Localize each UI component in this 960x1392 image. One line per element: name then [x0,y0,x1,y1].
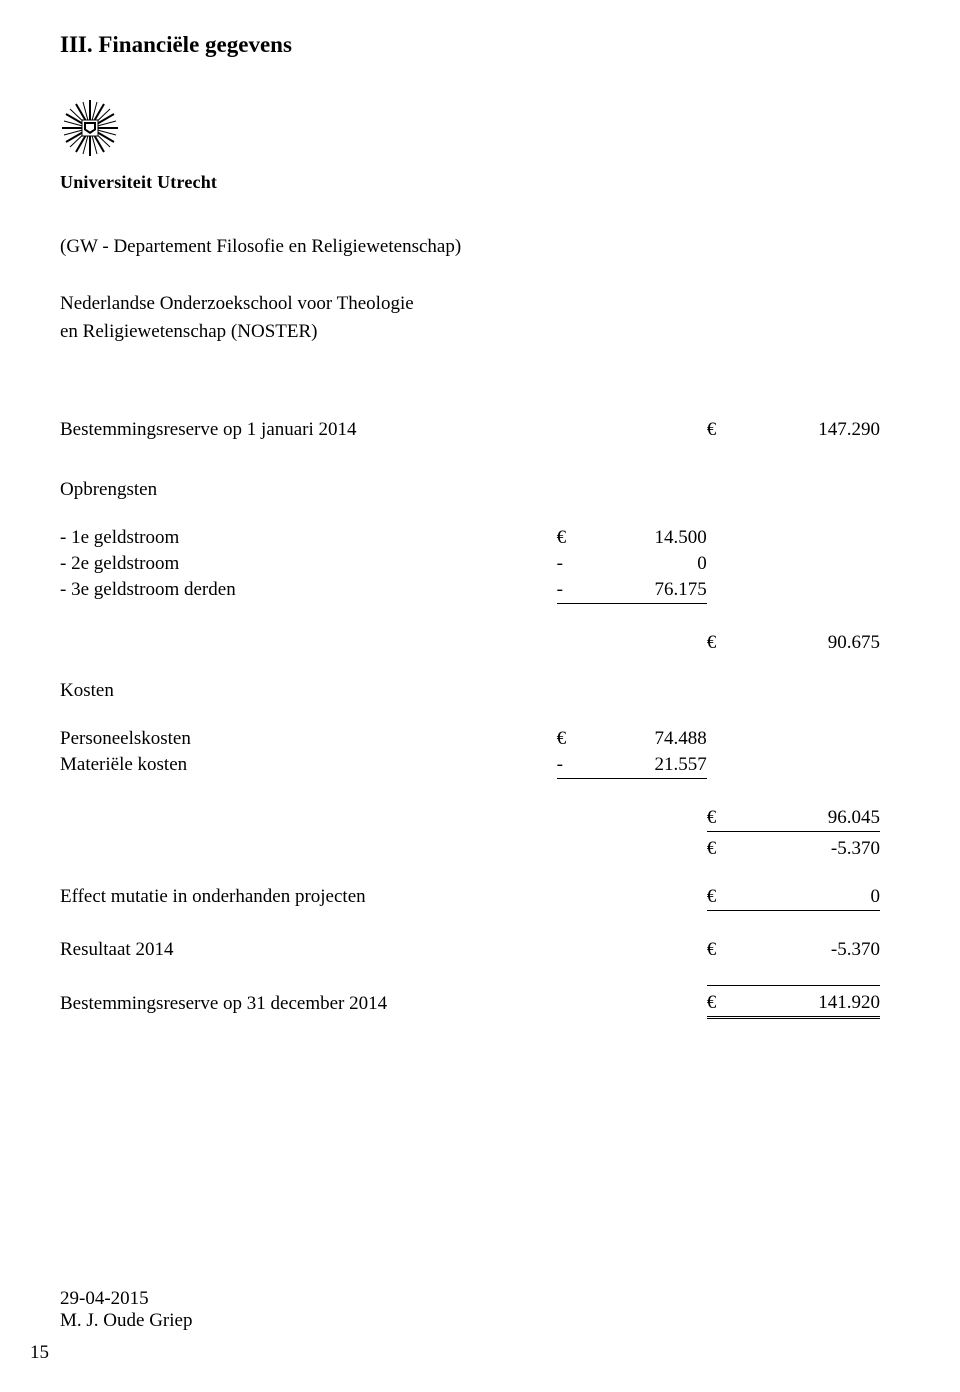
effect-label: Effect mutatie in onderhanden projecten [60,884,557,911]
opbrengsten-row: - 3e geldstroom derden - 76.175 [60,577,880,604]
financial-table: Bestemmingsreserve op 1 januari 2014 € 1… [60,417,880,1023]
reserve-start-row: Bestemmingsreserve op 1 januari 2014 € 1… [60,417,880,443]
row-value: 14.500 [603,525,707,551]
kosten-heading: Kosten [60,678,557,704]
row-label: Materiële kosten [60,752,557,779]
resultaat-label: Resultaat 2014 [60,937,557,963]
reserve-start-value: 147.290 [753,417,880,443]
footer: 29-04-2015 M. J. Oude Griep [60,1288,192,1332]
kosten-row: Personeelskosten € 74.488 [60,726,880,752]
opbrengsten-row: - 2e geldstroom - 0 [60,551,880,577]
row-value: 74.488 [603,726,707,752]
currency: - [557,577,603,604]
currency: € [707,884,753,911]
resultaat-value: -5.370 [753,937,880,963]
logo-block: Universiteit Utrecht [60,98,880,193]
currency: - [557,551,603,577]
currency: € [707,990,753,1018]
row-label: - 3e geldstroom derden [60,577,557,604]
university-logo-icon [60,98,120,158]
opbrengsten-total: 90.675 [753,630,880,656]
row-label: - 1e geldstroom [60,525,557,551]
currency: € [707,417,753,443]
opbrengsten-heading: Opbrengsten [60,477,557,503]
section-title: III. Financiële gegevens [60,32,880,58]
currency: € [707,630,753,656]
reserve-start-label: Bestemmingsreserve op 1 januari 2014 [60,417,557,443]
footer-name: M. J. Oude Griep [60,1310,192,1332]
opbrengsten-total-row: € 90.675 [60,630,880,656]
currency: € [557,525,603,551]
kosten-total-row: € 96.045 [60,805,880,832]
page-number: 15 [30,1342,49,1364]
department-info: (GW - Departement Filosofie en Religiewe… [60,233,880,347]
currency: € [707,836,753,862]
reserve-end-value: 141.920 [753,990,880,1018]
row-value: 76.175 [603,577,707,604]
school-line-1: Nederlandse Onderzoekschool voor Theolog… [60,290,880,319]
currency: - [557,752,603,779]
row-value: 0 [603,551,707,577]
opbrengsten-row: - 1e geldstroom € 14.500 [60,525,880,551]
school-line-2: en Religiewetenschap (NOSTER) [60,318,880,347]
reserve-end-row: Bestemmingsreserve op 31 december 2014 €… [60,990,880,1018]
effect-row: Effect mutatie in onderhanden projecten … [60,884,880,911]
currency: € [557,726,603,752]
currency: € [707,937,753,963]
university-name: Universiteit Utrecht [60,172,880,193]
reserve-end-label: Bestemmingsreserve op 31 december 2014 [60,990,557,1018]
effect-value: 0 [753,884,880,911]
currency: € [707,805,753,832]
resultaat-row: Resultaat 2014 € -5.370 [60,937,880,963]
kosten-row: Materiële kosten - 21.557 [60,752,880,779]
net-value: -5.370 [753,836,880,862]
footer-date: 29-04-2015 [60,1288,192,1310]
net-row: € -5.370 [60,836,880,862]
department-line: (GW - Departement Filosofie en Religiewe… [60,233,880,262]
row-label: Personeelskosten [60,726,557,752]
row-label: - 2e geldstroom [60,551,557,577]
kosten-total: 96.045 [753,805,880,832]
row-value: 21.557 [603,752,707,779]
